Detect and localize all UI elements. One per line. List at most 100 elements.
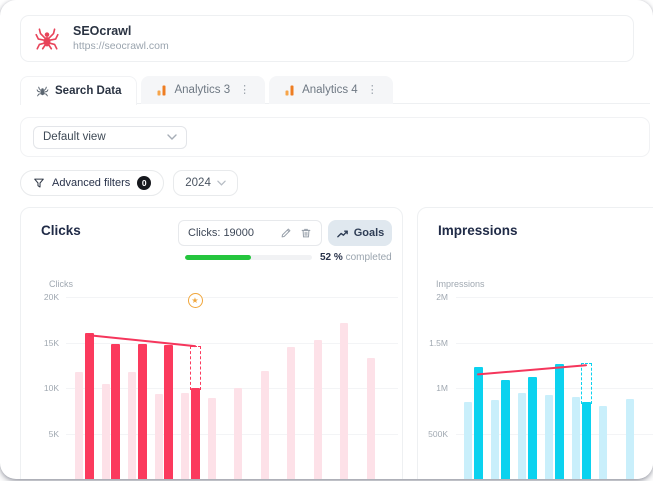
y-tick-label: 1.5M — [429, 337, 448, 348]
y-tick-label: 15K — [43, 337, 59, 348]
grid-line — [456, 342, 653, 344]
clicks-card-header: Clicks Clicks: 19000 — [21, 208, 402, 276]
goal-projection-outline — [580, 362, 592, 404]
bar-previous — [518, 392, 526, 479]
bar-current — [111, 344, 120, 479]
bar-current — [473, 367, 483, 479]
kebab-menu-icon[interactable]: ⋮ — [366, 83, 378, 96]
clicks-card: Clicks Clicks: 19000 — [20, 207, 403, 479]
bar-previous — [181, 393, 189, 479]
y-tick-label: 10K — [43, 383, 59, 393]
filter-row: Advanced filters 0 2024 — [20, 170, 238, 196]
bar-previous — [207, 398, 216, 479]
tab-label: Search Data — [55, 85, 122, 97]
goal-widget: Clicks: 19000 Goals — [178, 220, 392, 276]
tab-search-data[interactable]: Search Data — [20, 76, 138, 105]
bar-current — [164, 345, 173, 479]
bar-current — [527, 377, 537, 479]
view-select-value: Default view — [43, 131, 106, 143]
bar-previous — [260, 370, 269, 479]
goals-button[interactable]: Goals — [328, 220, 392, 246]
site-url: https://seocrawl.com — [73, 40, 169, 52]
view-select[interactable]: Default view — [33, 125, 187, 149]
tab-analytics-3[interactable]: Analytics 3 ⋮ — [141, 76, 266, 104]
bar-current — [581, 401, 591, 479]
bar-previous — [287, 347, 295, 479]
progress-percent: 52 % — [320, 252, 343, 263]
tab-label: Analytics 4 — [302, 84, 358, 96]
bar-previous — [101, 384, 110, 479]
bar-previous — [366, 357, 375, 479]
progress-text: 52 % completed — [320, 252, 392, 263]
bar-previous — [313, 339, 322, 479]
site-info: SEOcrawl https://seocrawl.com — [73, 24, 169, 53]
goal-star-badge: ★ — [187, 293, 203, 308]
goals-button-label: Goals — [353, 227, 385, 239]
filter-icon — [33, 177, 45, 189]
bar-previous — [128, 371, 136, 479]
y-tick-label: 5K — [48, 428, 59, 439]
bar-current — [137, 344, 147, 479]
y-axis-label: Clicks — [49, 279, 73, 289]
trending-up-icon — [336, 227, 349, 240]
bar-chart-icon — [156, 84, 168, 96]
grid-line — [66, 342, 398, 344]
bar-current — [500, 379, 510, 479]
filters-count-badge: 0 — [137, 176, 152, 190]
card-title: Clicks — [41, 223, 81, 238]
y-tick-label: 500K — [428, 428, 448, 439]
progress-bar — [185, 255, 312, 260]
grid-line — [456, 297, 653, 298]
kebab-menu-icon[interactable]: ⋮ — [239, 83, 251, 96]
site-name: SEOcrawl — [73, 24, 132, 38]
year-select-value: 2024 — [185, 177, 211, 189]
metric-cards-row: Clicks Clicks: 19000 — [20, 207, 653, 479]
impressions-card-header: Impressions — [418, 208, 653, 276]
impressions-card: Impressions Impressions 2M 1.5M 1M 500K — [417, 207, 653, 479]
card-title: Impressions — [438, 223, 518, 238]
spider-icon — [36, 85, 49, 98]
edit-icon[interactable] — [280, 227, 292, 239]
grid-line — [66, 297, 398, 298]
bar-previous — [599, 406, 607, 479]
bar-previous — [234, 388, 242, 479]
bar-current — [554, 364, 564, 479]
advanced-filters-button[interactable]: Advanced filters 0 — [20, 170, 165, 196]
dashboard-tabs: Search Data Analytics 3 ⋮ Analytics 4 ⋮ — [20, 76, 393, 105]
grid-line — [66, 388, 398, 389]
grid-line — [66, 433, 398, 435]
tab-label: Analytics 3 — [174, 84, 231, 96]
chevron-down-icon — [217, 180, 226, 186]
bar-previous — [545, 395, 553, 479]
site-header-card: SEOcrawl https://seocrawl.com — [20, 15, 634, 62]
impressions-chart: 2M 1.5M 1M 500K — [418, 292, 653, 479]
chevron-down-icon — [167, 134, 177, 140]
delete-icon[interactable] — [300, 227, 312, 239]
bar-previous — [340, 323, 348, 479]
advanced-filters-label: Advanced filters — [52, 177, 131, 189]
view-bar: Default view — [20, 117, 650, 157]
tab-analytics-4[interactable]: Analytics 4 ⋮ — [269, 76, 393, 104]
progress-fill — [185, 255, 252, 260]
goal-projection-outline — [189, 346, 201, 390]
bar-chart-icon — [284, 84, 296, 96]
y-axis-label: Impressions — [436, 279, 485, 289]
bar-previous — [75, 371, 83, 479]
year-select[interactable]: 2024 — [173, 170, 238, 196]
bar-current — [84, 333, 94, 479]
bar-current — [190, 388, 200, 479]
bar-previous — [154, 394, 163, 479]
bar-previous — [626, 398, 634, 479]
bar-previous — [572, 397, 580, 479]
goal-input[interactable]: Clicks: 19000 — [178, 220, 322, 246]
y-tick-label: 1M — [436, 383, 448, 393]
spider-logo-icon — [34, 26, 60, 52]
bar-previous — [464, 401, 472, 479]
clicks-chart: 20K 15K 10K 5K ★ — [21, 292, 402, 479]
goal-input-value: Clicks: 19000 — [188, 227, 255, 239]
goal-progress: 52 % completed — [185, 252, 392, 263]
y-tick-label: 20K — [43, 292, 59, 302]
bar-previous — [491, 399, 499, 479]
progress-completed-label: completed — [345, 252, 392, 263]
